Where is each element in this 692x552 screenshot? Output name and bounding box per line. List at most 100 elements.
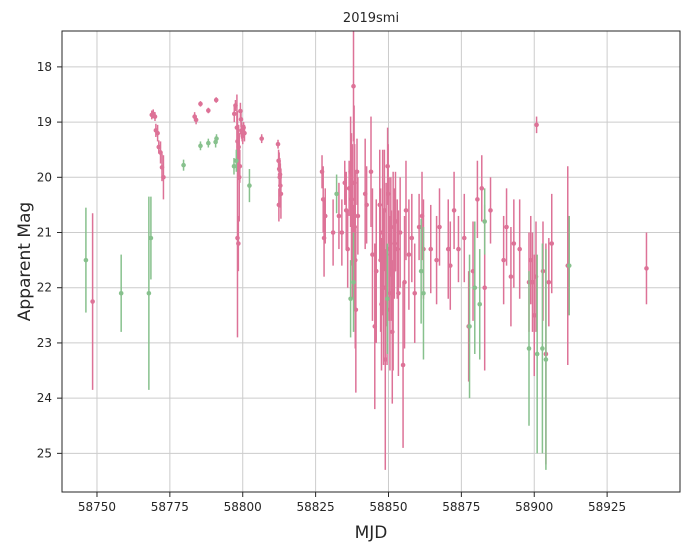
- grid: [62, 31, 680, 492]
- data-point: [354, 169, 360, 175]
- data-point: [330, 230, 336, 235]
- y-tick-label: 21: [37, 226, 52, 240]
- data-point: [90, 299, 95, 304]
- data-point: [644, 266, 649, 271]
- chart-title: 2019smi: [343, 11, 399, 26]
- data-point: [504, 224, 509, 230]
- data-point: [231, 111, 237, 117]
- data-point: [543, 357, 549, 362]
- data-point: [214, 136, 219, 141]
- y-tick-label: 25: [37, 446, 52, 460]
- data-point: [83, 257, 89, 263]
- data-point: [351, 83, 356, 89]
- data-point: [213, 97, 219, 103]
- data-point: [534, 122, 539, 128]
- data-point: [396, 290, 401, 296]
- data-point: [276, 202, 282, 208]
- y-axis-label: Apparent Mag: [15, 202, 35, 321]
- data-point: [198, 101, 203, 107]
- data-point: [152, 114, 158, 119]
- data-point: [397, 230, 403, 235]
- data-point: [461, 235, 467, 241]
- data-point: [206, 108, 211, 113]
- data-point: [155, 130, 160, 136]
- x-tick-label: 58925: [588, 500, 626, 514]
- axis-ticks: 58750 58775 58800 58825 58850 58875 58900 58925…: [37, 60, 626, 514]
- data-point: [198, 143, 203, 149]
- data-point: [277, 172, 283, 177]
- data-point: [445, 246, 451, 252]
- data-point: [416, 224, 422, 230]
- data-point: [482, 219, 487, 224]
- x-axis-label: MJD: [355, 523, 388, 543]
- data-point: [206, 140, 211, 146]
- data-point: [526, 346, 532, 351]
- y-tick-label: 23: [37, 336, 52, 350]
- data-point: [237, 163, 243, 169]
- data-point: [370, 252, 375, 257]
- data-point: [238, 117, 244, 122]
- data-point: [193, 117, 199, 123]
- data-point: [511, 241, 517, 246]
- data-point: [451, 208, 457, 213]
- x-tick-label: 58750: [78, 500, 116, 514]
- data-point: [364, 202, 369, 208]
- data-point: [456, 246, 461, 252]
- data-point: [181, 162, 186, 168]
- series-2: [83, 134, 572, 470]
- data-point: [447, 263, 453, 268]
- data-point: [236, 241, 241, 246]
- data-point: [400, 362, 406, 368]
- data-point: [406, 252, 412, 257]
- data-point: [508, 274, 514, 279]
- y-tick-label: 18: [37, 60, 52, 74]
- data-point: [385, 296, 390, 302]
- data-point: [368, 169, 374, 175]
- data-point: [242, 130, 247, 136]
- x-tick-label: 58800: [224, 500, 262, 514]
- data-point: [421, 290, 426, 296]
- data-point: [534, 351, 540, 357]
- data-point: [477, 301, 483, 307]
- data-point: [231, 163, 237, 169]
- data-point: [517, 246, 522, 252]
- data-point: [161, 175, 166, 180]
- data-point: [275, 141, 281, 147]
- data-point: [540, 346, 545, 351]
- data-point: [482, 285, 487, 291]
- data-point: [118, 290, 124, 296]
- data-point: [355, 213, 361, 219]
- data-point: [479, 186, 485, 191]
- data-point: [566, 263, 572, 268]
- data-point: [546, 279, 552, 285]
- y-tick-label: 22: [37, 281, 52, 295]
- data-point: [418, 268, 424, 274]
- series-1: [90, 31, 649, 470]
- data-point: [403, 208, 409, 213]
- data-series: [83, 31, 649, 470]
- data-point: [437, 224, 442, 230]
- data-point: [278, 191, 284, 197]
- data-point: [501, 257, 506, 263]
- y-tick-label: 19: [37, 115, 52, 129]
- data-point: [234, 158, 239, 164]
- x-tick-label: 58825: [297, 500, 335, 514]
- plot-area-frame: [61, 30, 681, 493]
- data-point: [373, 268, 379, 274]
- data-point: [467, 324, 472, 329]
- data-point: [146, 290, 152, 296]
- y-tick-label: 20: [37, 170, 52, 184]
- x-tick-label: 58875: [442, 500, 480, 514]
- data-point: [351, 279, 356, 285]
- data-point: [345, 246, 350, 252]
- data-point: [339, 230, 345, 235]
- data-point: [409, 235, 415, 241]
- data-point: [148, 235, 154, 241]
- data-point: [247, 183, 252, 188]
- data-point: [402, 279, 407, 285]
- data-point: [259, 136, 264, 141]
- data-point: [488, 208, 493, 213]
- y-tick-label: 24: [37, 391, 52, 405]
- data-point: [412, 290, 418, 296]
